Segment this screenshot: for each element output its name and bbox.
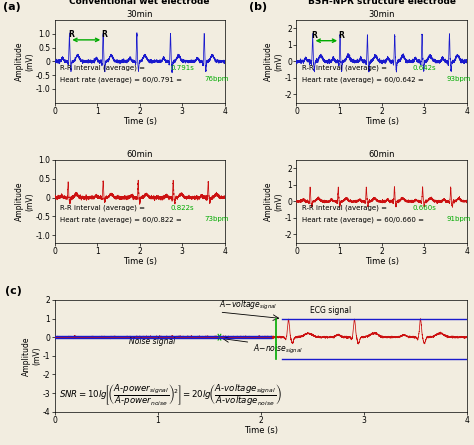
Title: 30min: 30min (127, 10, 153, 19)
Text: Noise signal: Noise signal (129, 337, 175, 346)
Text: 76bpm: 76bpm (204, 76, 229, 82)
Text: 0.791s: 0.791s (170, 65, 194, 71)
Y-axis label: Amplitude
(mV): Amplitude (mV) (264, 42, 283, 81)
Text: 0.660s: 0.660s (412, 205, 436, 210)
Y-axis label: Amplitude
(mV): Amplitude (mV) (15, 182, 34, 221)
Text: Heart rate (average) = 60/0.791 =: Heart rate (average) = 60/0.791 = (60, 76, 184, 83)
Title: 60min: 60min (127, 150, 153, 159)
Text: R: R (311, 31, 317, 40)
Text: R-R interval (average) =: R-R interval (average) = (301, 205, 389, 211)
Text: $\mathit{A{-}noise_{signal}}$: $\mathit{A{-}noise_{signal}}$ (254, 343, 303, 356)
Text: 0.642s: 0.642s (412, 65, 436, 71)
Text: (c): (c) (5, 286, 22, 295)
Title: 60min: 60min (368, 150, 395, 159)
Text: Heart rate (average) = 60/0.642 =: Heart rate (average) = 60/0.642 = (301, 76, 426, 83)
Title: 30min: 30min (368, 10, 395, 19)
Text: R-R interval (average) =: R-R interval (average) = (60, 65, 147, 71)
Y-axis label: Amplitude
(mV): Amplitude (mV) (15, 42, 34, 81)
Text: R-R interval (average) =: R-R interval (average) = (301, 65, 389, 71)
X-axis label: Time (s): Time (s) (365, 257, 399, 266)
Text: 91bpm: 91bpm (447, 216, 471, 222)
Text: (a): (a) (3, 2, 21, 12)
X-axis label: Time (s): Time (s) (123, 257, 157, 266)
X-axis label: Time (s): Time (s) (244, 426, 278, 435)
X-axis label: Time (s): Time (s) (365, 117, 399, 126)
Text: 73bpm: 73bpm (204, 216, 229, 222)
Text: ECG signal: ECG signal (310, 306, 351, 316)
Text: 0.822s: 0.822s (170, 205, 194, 210)
Text: (b): (b) (249, 2, 267, 12)
Y-axis label: Amplitude
(mV): Amplitude (mV) (22, 336, 41, 376)
Text: R: R (101, 30, 107, 39)
Text: Conventional wet electrode: Conventional wet electrode (70, 0, 210, 6)
Text: R: R (69, 30, 74, 39)
Text: $\mathit{SNR}=10\mathit{lg}\!\left[\!\left(\dfrac{\mathit{A}\text{-}\mathit{powe: $\mathit{SNR}=10\mathit{lg}\!\left[\!\le… (59, 383, 282, 408)
Y-axis label: Amplitude
(mV): Amplitude (mV) (264, 182, 283, 221)
Text: Heart rate (average) = 60/0.660 =: Heart rate (average) = 60/0.660 = (301, 216, 426, 222)
Text: R-R interval (average) =: R-R interval (average) = (60, 205, 147, 211)
Text: R: R (338, 31, 344, 40)
X-axis label: Time (s): Time (s) (123, 117, 157, 126)
Text: $\mathit{A{-}voltage_{signal}}$: $\mathit{A{-}voltage_{signal}}$ (219, 299, 278, 312)
Text: 93bpm: 93bpm (447, 76, 471, 82)
Text: Heart rate (average) = 60/0.822 =: Heart rate (average) = 60/0.822 = (60, 216, 183, 222)
Text: BSH-NPR structure electrode: BSH-NPR structure electrode (308, 0, 456, 6)
